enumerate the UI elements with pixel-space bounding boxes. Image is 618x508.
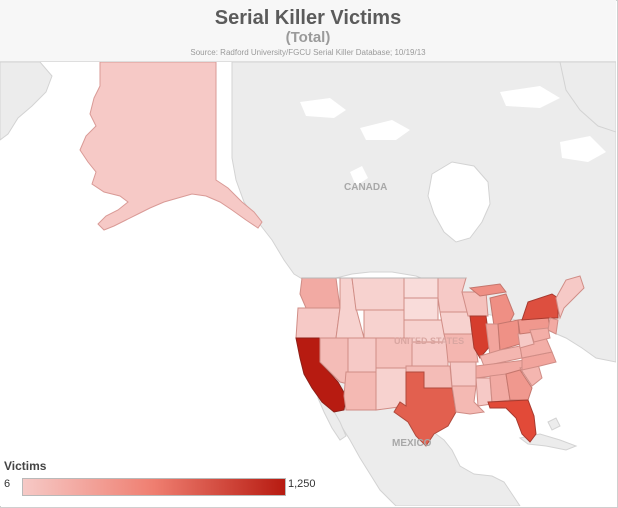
legend-title: Victims [4,459,47,473]
russia-landmass [0,62,53,141]
us-states[interactable] [295,275,585,447]
greenland-landmass [559,62,616,133]
canada-landmass [231,62,616,363]
bahamas [547,417,561,431]
map-title: Serial Killer Victims [214,7,402,29]
state-montana[interactable] [351,277,405,311]
choropleth-map[interactable]: CANADA UNITED STATES MEXICO [0,62,616,506]
state-ohio[interactable] [497,319,521,351]
arctic-channel [300,98,346,118]
state-iowa[interactable] [439,311,473,335]
state-north-dakota[interactable] [403,277,439,299]
map-area[interactable]: CANADA UNITED STATES MEXICO [0,62,616,506]
map-subtitle: (Total) [285,29,331,46]
state-arkansas[interactable] [449,361,477,387]
state-michigan[interactable] [489,293,515,327]
hudson-bay [427,161,491,243]
label-united-states: UNITED STATES [394,336,464,346]
state-arizona[interactable] [343,371,377,411]
color-legend: Victims 6 1,250 [4,459,324,499]
state-new-jersey[interactable] [547,317,559,335]
state-michigan-upper[interactable] [468,283,507,297]
state-wyoming[interactable] [363,309,405,339]
state-florida[interactable] [487,399,537,443]
state-texas[interactable] [393,371,457,447]
arctic-channel [500,86,560,108]
state-utah[interactable] [347,337,377,373]
legend-max-label: 1,250 [288,478,316,490]
legend-gradient-bar [22,478,286,496]
state-south-dakota[interactable] [403,297,439,321]
state-new-york[interactable] [521,293,559,321]
state-illinois[interactable] [469,315,491,359]
legend-min-label: 6 [4,478,11,490]
alaska-region[interactable] [79,62,263,231]
state-new-england[interactable] [555,275,585,320]
state-oregon[interactable] [295,307,341,339]
cuba [518,433,578,451]
map-header: Serial Killer Victims (Total) Source: Ra… [0,0,616,62]
state-louisiana[interactable] [451,385,486,415]
label-mexico: MEXICO [392,438,432,449]
canada-lake [350,166,368,186]
state-washington[interactable] [299,277,341,309]
arctic-channel [560,136,606,162]
data-source-note: Source: Radford University/FGCU Serial K… [190,48,426,57]
arctic-channel [360,120,410,140]
label-canada: CANADA [344,182,387,193]
state-maryland[interactable] [529,327,551,343]
state-georgia[interactable] [505,369,533,401]
